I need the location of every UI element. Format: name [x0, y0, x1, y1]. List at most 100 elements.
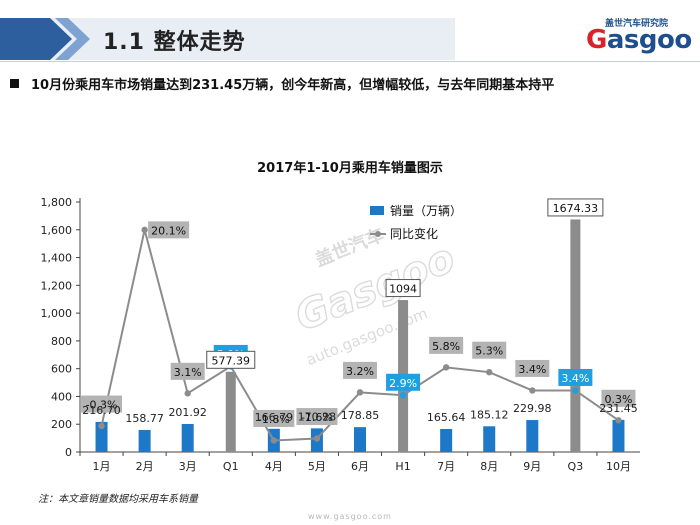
y-tick-label: 1,800 [41, 196, 73, 209]
logo-brand: Gasgoo [586, 25, 692, 55]
gasgoo-logo: 盖世汽车研究院 Gasgoo [578, 16, 693, 56]
yoy-label: 3.1% [174, 366, 202, 379]
summary-bar [225, 371, 236, 452]
y-tick-label: 400 [51, 390, 72, 403]
site-url: www.gasgoo.com [308, 512, 392, 521]
y-tick-label: 600 [51, 363, 72, 376]
yoy-label: 0.3% [604, 393, 632, 406]
yoy-point [184, 390, 191, 397]
sales-label: 170.28 [298, 410, 337, 423]
yoy-point [529, 387, 536, 394]
sales-label-summary: 1674.33 [553, 202, 599, 215]
y-tick-label: 1,200 [41, 279, 73, 292]
y-tick-label: 800 [51, 335, 72, 348]
yoy-point [615, 417, 622, 424]
yoy-label-highlight-box [558, 368, 593, 386]
yoy-point [98, 422, 105, 430]
yoy-point [572, 387, 579, 394]
yoy-label-highlight-box [386, 373, 421, 391]
sales-label-summary-box [385, 279, 421, 298]
yoy-label-box [429, 336, 464, 354]
legend: 销量（万辆） 同比变化 [370, 204, 462, 241]
yoy-label: -0.3% [86, 399, 118, 412]
x-tick-label: 1月 [93, 460, 111, 473]
sales-label: 185.12 [470, 408, 509, 421]
yoy-label-box [296, 408, 338, 426]
month-bar [526, 420, 539, 452]
yoy-point [270, 437, 278, 444]
chart-title: 2017年1-10月乘用车销量图示 [257, 160, 443, 176]
y-tick-label: 200 [51, 418, 72, 431]
y-tick-label: 0 [65, 446, 72, 459]
y-tick-label: 1,400 [41, 252, 73, 265]
x-tick-label: 2月 [136, 460, 154, 473]
legend-bar-swatch [370, 206, 384, 215]
yoy-point [399, 392, 407, 399]
x-tick-label: 4月 [265, 460, 283, 473]
header-band [0, 18, 455, 60]
header-divider [0, 61, 700, 62]
month-bar [612, 419, 625, 452]
month-bar [440, 428, 453, 452]
month-bar [483, 426, 496, 452]
yoy-point [313, 435, 321, 442]
yoy-label-box [343, 361, 377, 379]
legend-bar-label: 销量（万辆） [390, 204, 462, 218]
yoy-label-box [253, 409, 295, 427]
sales-label: 201.92 [168, 406, 207, 419]
x-tick-label: 8月 [480, 460, 498, 473]
yoy-label-highlight: 3.4% [561, 372, 589, 385]
sales-label-summary: 577.39 [212, 354, 251, 367]
y-tick-label: 1,000 [41, 307, 73, 320]
yoy-label-box [170, 362, 205, 380]
sales-label: 178.85 [341, 409, 380, 422]
yoy-label: 3.2% [346, 365, 374, 378]
yoy-label: 20.1% [151, 224, 186, 237]
sales-label: 216.70 [82, 404, 121, 417]
yoy-label: -1.8% [258, 413, 290, 426]
yoy-label: -1.6% [301, 411, 333, 424]
sales-label: 229.98 [513, 402, 552, 415]
data-labels: -0.3% 20.1% 3.1% -1.8% -1.6% 3.2% 5.8% 5.3% 3.4%… [81, 198, 638, 427]
yoy-label-box [601, 389, 636, 407]
x-tick-label: 6月 [351, 460, 369, 473]
yoy-point [141, 226, 148, 234]
month-bar [95, 421, 108, 452]
yoy-label-box [148, 221, 190, 239]
page-title: 1.1 整体走势 [103, 30, 246, 55]
x-tick-label: Q3 [568, 460, 584, 473]
yoy-point [356, 389, 364, 396]
headline: 10月份乘用车市场销量达到231.45万辆，创今年新高，但增幅较低，与去年同期基… [10, 74, 554, 93]
legend-line-label: 同比变化 [390, 226, 438, 241]
x-tick-label: 10月 [606, 460, 631, 473]
month-bar [181, 423, 194, 452]
bullet-square-icon [10, 79, 19, 88]
yoy-label-box [472, 341, 507, 359]
yoy-line [98, 226, 622, 444]
x-tick-label: 9月 [523, 460, 541, 473]
header-chevron-icon [0, 18, 90, 60]
logo-cn-text: 盖世汽车研究院 [605, 19, 669, 29]
slide-header: 1.1 整体走势 盖世汽车研究院 Gasgoo [0, 0, 700, 62]
yoy-label-box [81, 395, 123, 413]
month-bar [354, 427, 366, 452]
sales-label-summary-box [547, 198, 604, 217]
footnote: 注：本文章销量数据均采用车系销量 [38, 494, 198, 505]
sales-label-summary-box [206, 350, 256, 369]
sales-label: 166.79 [255, 411, 294, 424]
x-tick-label: 5月 [308, 460, 326, 473]
yoy-label: 5.8% [432, 340, 460, 353]
x-tick-label: 3月 [179, 460, 197, 473]
axes: 0 200 400 600 800 1,000 1,200 1,400 1,600 1,800 1月… [41, 196, 640, 473]
month-bar [138, 429, 151, 452]
x-tick-label: Q1 [223, 460, 239, 473]
y-tick-label: 1,600 [41, 224, 73, 237]
summary-bar [570, 219, 581, 452]
yoy-label-box [515, 359, 550, 377]
sales-label: 158.77 [125, 412, 164, 425]
sales-label: 231.45 [599, 402, 638, 415]
yoy-point [486, 368, 493, 376]
yoy-label-highlight: 2.9% [389, 377, 417, 390]
yoy-point [442, 364, 450, 371]
x-tick-label: 7月 [437, 460, 455, 473]
